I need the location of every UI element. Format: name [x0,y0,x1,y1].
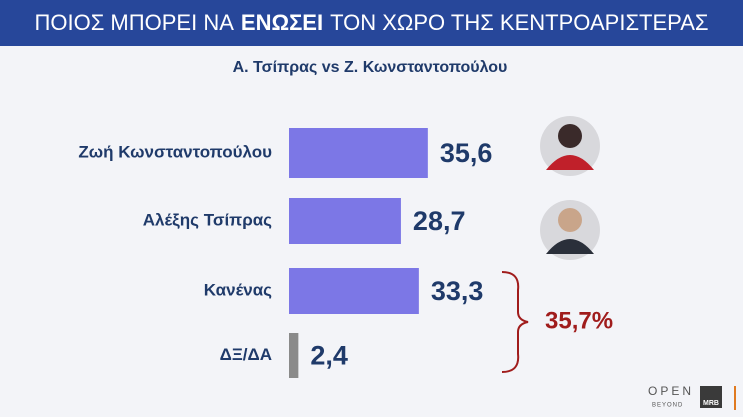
header: ΠΟΙΟΣ ΜΠΟΡΕΙ ΝΑ ΕΝΩΣΕΙ ΤΟΝ ΧΩΡΟ ΤΗΣ ΚΕΝΤ… [0,0,743,46]
title-part: ΕΝΩΣΕΙ [240,10,324,35]
photo-head [558,208,582,232]
subtitle: Α. Τσίπρας vs Ζ. Κωνσταντοπούλου [233,59,508,76]
value-label: 28,7 [413,206,466,236]
bar [289,268,419,314]
logo: OPEN [648,384,694,398]
bar [289,198,401,244]
photo-body [546,239,594,254]
annotation: 35,7% [545,307,613,334]
category-label: Αλέξης Τσίπρας [143,210,272,229]
logo: MRB [703,400,719,407]
value-label: 33,3 [431,276,484,306]
logo-box [700,386,722,408]
category-label: ΔΞ/ΔΑ [220,345,272,364]
title-part: ΤΟΝ ΧΩΡΟ ΤΗΣ ΚΕΝΤΡΟΑΡΙΣΤΕΡΑΣ [330,10,709,35]
logo: BEYOND [652,403,683,409]
photo-head [558,124,582,148]
bracket [501,271,529,373]
bar [289,128,428,178]
category-label: Κανένας [204,280,272,299]
bar [289,333,299,378]
photo-body [546,155,594,170]
value-label: 2,4 [310,341,348,371]
title-part: ΠΟΙΟΣ ΜΠΟΡΕΙ ΝΑ [34,10,234,35]
category-label: Ζωή Κωνσταντοπούλου [78,142,272,161]
value-label: 35,6 [440,138,493,168]
